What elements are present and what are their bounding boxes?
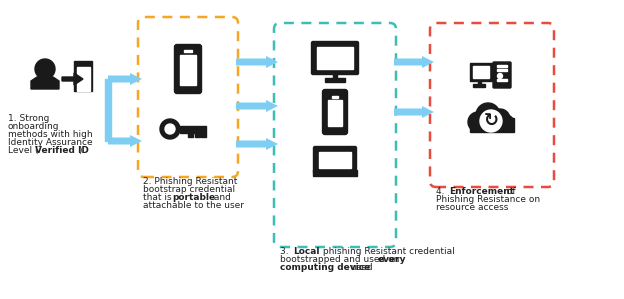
Bar xyxy=(201,133,205,137)
Circle shape xyxy=(468,112,488,132)
Bar xyxy=(184,50,192,52)
Polygon shape xyxy=(31,77,59,89)
Text: ↻: ↻ xyxy=(484,112,499,130)
Text: phishing Resistant credential: phishing Resistant credential xyxy=(320,247,455,256)
Bar xyxy=(470,118,514,132)
Bar xyxy=(325,78,345,82)
Circle shape xyxy=(165,124,175,134)
Bar xyxy=(319,152,351,168)
Bar xyxy=(497,69,507,71)
Circle shape xyxy=(497,74,502,79)
Text: bootstrap credential: bootstrap credential xyxy=(143,185,235,194)
FancyBboxPatch shape xyxy=(311,42,359,74)
Circle shape xyxy=(498,115,514,131)
Circle shape xyxy=(160,119,180,139)
Text: 3.: 3. xyxy=(280,247,291,256)
Bar xyxy=(77,67,90,91)
Text: onboarding: onboarding xyxy=(8,122,59,131)
Bar xyxy=(74,61,92,91)
Bar xyxy=(497,79,507,81)
Bar xyxy=(180,55,196,85)
Polygon shape xyxy=(108,135,142,147)
Bar xyxy=(470,63,492,81)
Text: Identity Assurance: Identity Assurance xyxy=(8,138,92,147)
Bar xyxy=(473,84,485,87)
Text: Enforcement: Enforcement xyxy=(449,187,514,196)
FancyBboxPatch shape xyxy=(175,45,202,94)
Bar xyxy=(313,170,357,176)
Text: used: used xyxy=(348,263,373,272)
Polygon shape xyxy=(236,100,278,112)
Circle shape xyxy=(490,109,510,129)
Text: Level (: Level ( xyxy=(8,146,39,155)
Text: every: every xyxy=(378,255,406,264)
Bar xyxy=(478,80,481,85)
Text: bootstrapped and used on: bootstrapped and used on xyxy=(280,255,402,264)
Polygon shape xyxy=(108,73,142,85)
Bar xyxy=(333,72,337,79)
Text: 4.: 4. xyxy=(436,187,447,196)
Polygon shape xyxy=(394,56,434,68)
Text: computing device: computing device xyxy=(280,263,370,272)
Bar xyxy=(195,132,200,137)
Circle shape xyxy=(35,59,55,79)
Bar xyxy=(105,79,111,141)
Text: resource access: resource access xyxy=(436,203,509,212)
Text: of: of xyxy=(504,187,515,196)
Bar xyxy=(188,132,192,137)
Bar xyxy=(317,47,353,69)
FancyBboxPatch shape xyxy=(323,89,348,135)
Bar xyxy=(497,65,507,67)
Text: Verified ID: Verified ID xyxy=(35,146,89,155)
Bar xyxy=(332,96,338,98)
Bar xyxy=(328,100,342,126)
FancyBboxPatch shape xyxy=(313,147,356,173)
Polygon shape xyxy=(236,56,278,68)
Bar xyxy=(180,126,206,132)
Bar xyxy=(473,66,489,78)
Polygon shape xyxy=(236,138,278,150)
Text: portable: portable xyxy=(172,193,215,202)
Text: Phishing Resistance on: Phishing Resistance on xyxy=(436,195,540,204)
Text: ): ) xyxy=(78,146,82,155)
Text: methods with high: methods with high xyxy=(8,130,92,139)
Text: that is: that is xyxy=(143,193,175,202)
Circle shape xyxy=(476,103,500,127)
Text: 2. Phishing Resistant: 2. Phishing Resistant xyxy=(143,177,237,186)
Text: 1. Strong: 1. Strong xyxy=(8,114,49,123)
Text: attachable to the user: attachable to the user xyxy=(143,201,244,210)
Polygon shape xyxy=(62,73,83,85)
Text: and: and xyxy=(211,193,231,202)
FancyBboxPatch shape xyxy=(493,62,511,88)
Text: Local: Local xyxy=(293,247,319,256)
Polygon shape xyxy=(394,106,434,118)
Circle shape xyxy=(480,110,502,132)
